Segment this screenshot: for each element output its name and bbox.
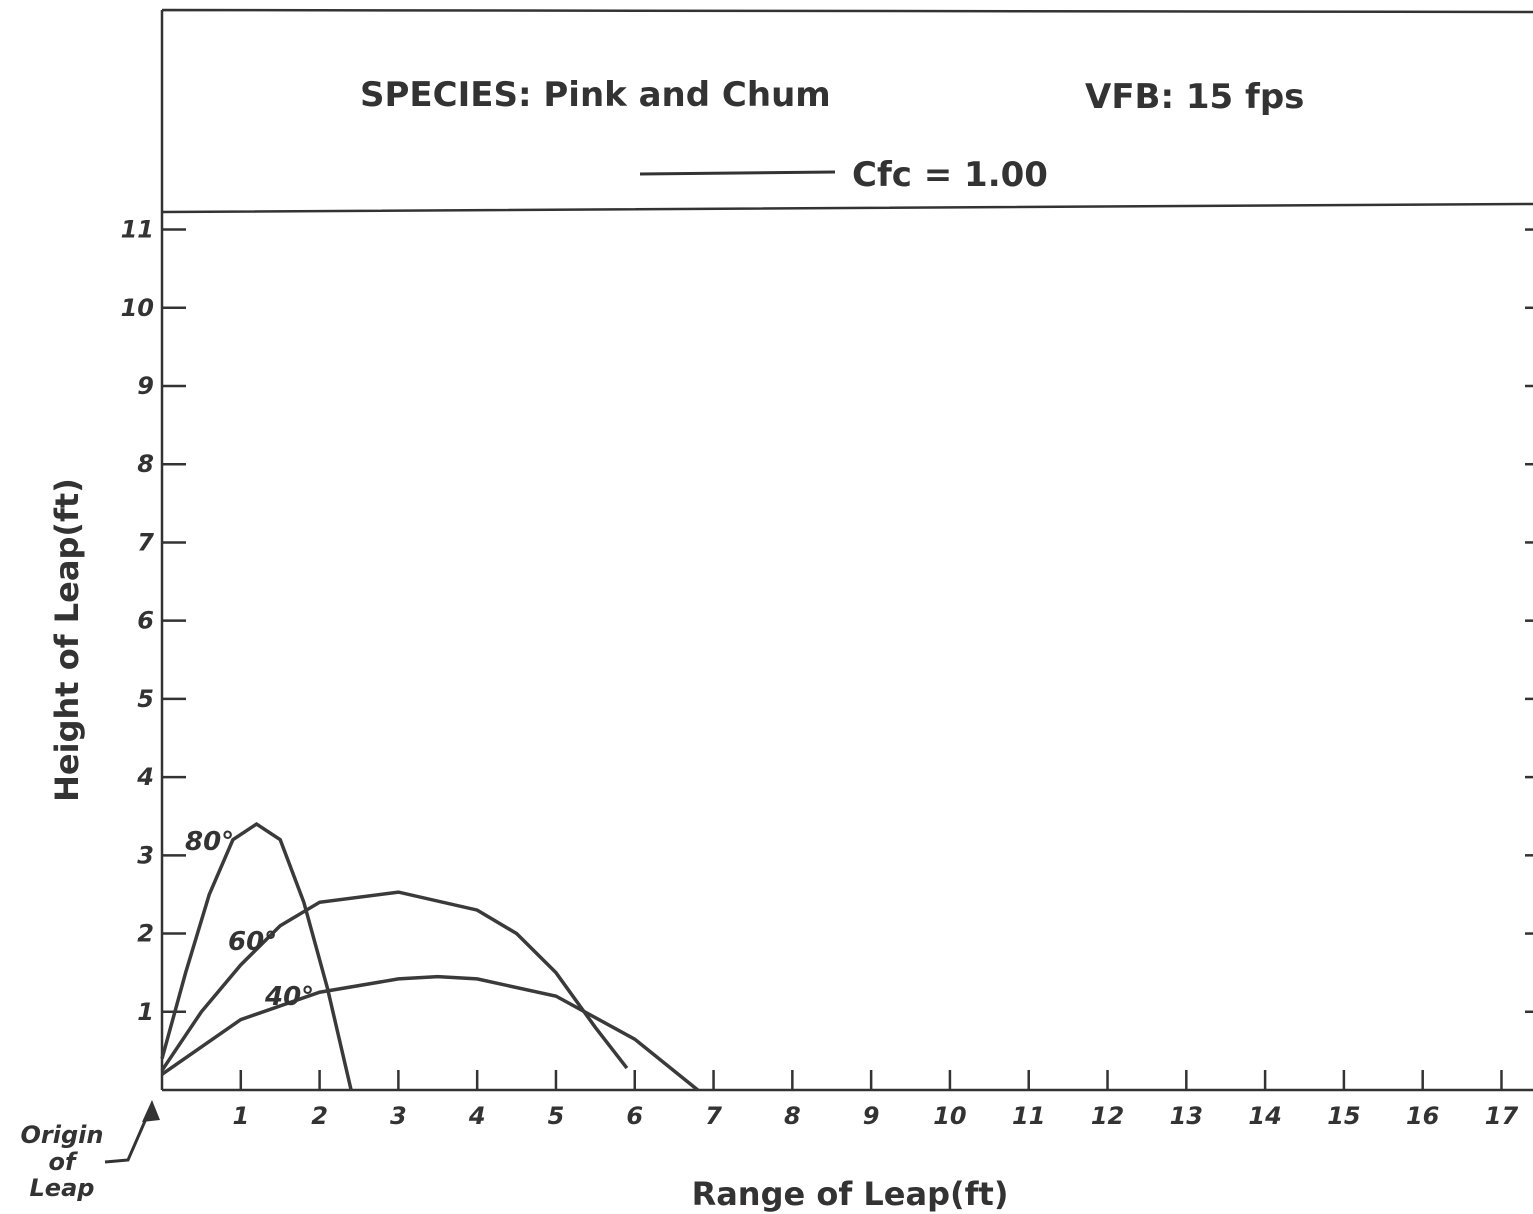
x-tick-label: 14	[1248, 1102, 1281, 1130]
origin-arrowhead	[142, 1100, 160, 1122]
x-tick-label: 5	[548, 1102, 565, 1130]
y-tick-label: 2	[137, 920, 154, 948]
curve-label: 60°	[228, 927, 277, 957]
curve-label: 40°	[264, 982, 314, 1012]
curve	[160, 821, 353, 1091]
y-tick-label: 4	[136, 763, 154, 791]
origin-arrow	[104, 1104, 154, 1164]
y-tick-label: 11	[121, 216, 154, 244]
x-tick-label: 7	[705, 1102, 722, 1130]
curve	[160, 890, 629, 1072]
x-tick-label: 17	[1485, 1102, 1519, 1130]
origin-note: Origin	[21, 1121, 104, 1149]
x-tick-label: 11	[1012, 1102, 1045, 1130]
y-axis-label: Height of Leap(ft)	[48, 478, 86, 802]
y-tick-label: 6	[137, 607, 154, 635]
frame	[160, 8, 1533, 1092]
origin-note: Leap	[30, 1174, 95, 1202]
y-tick-label: 9	[137, 372, 154, 400]
x-axis-label: Range of Leap(ft)	[692, 1175, 1009, 1213]
x-tick-label: 12	[1091, 1102, 1124, 1130]
x-tick-label: 1	[232, 1102, 249, 1130]
x-tick-label: 2	[311, 1102, 328, 1130]
x-tick-label: 3	[390, 1102, 407, 1130]
y-tick-label: 1	[137, 998, 154, 1026]
x-tick-label: 4	[468, 1102, 486, 1130]
chart-subtitle: VFB: 15 fps	[1085, 77, 1304, 117]
x-tick-label: 13	[1170, 1102, 1203, 1130]
y-tick-label: 8	[137, 450, 154, 478]
y-tick-label: 3	[137, 841, 154, 869]
y-tick-label: 7	[137, 528, 154, 556]
legend-label: Cfc = 1.00	[852, 155, 1048, 195]
x-tick-label: 9	[863, 1102, 880, 1130]
curve	[161, 974, 699, 1092]
x-tick-label: 6	[626, 1102, 643, 1130]
origin-note: of	[49, 1148, 78, 1176]
x-tick-label: 10	[933, 1102, 966, 1130]
y-tick-label: 10	[121, 294, 154, 322]
chart-title: SPECIES: Pink and Chum	[360, 75, 831, 115]
x-tick-label: 8	[784, 1102, 801, 1130]
y-tick-label: 5	[137, 685, 154, 713]
x-tick-label: 16	[1406, 1102, 1439, 1130]
legend-line	[639, 170, 836, 176]
curve-label: 80°	[185, 827, 234, 857]
x-tick-label: 15	[1327, 1102, 1360, 1130]
